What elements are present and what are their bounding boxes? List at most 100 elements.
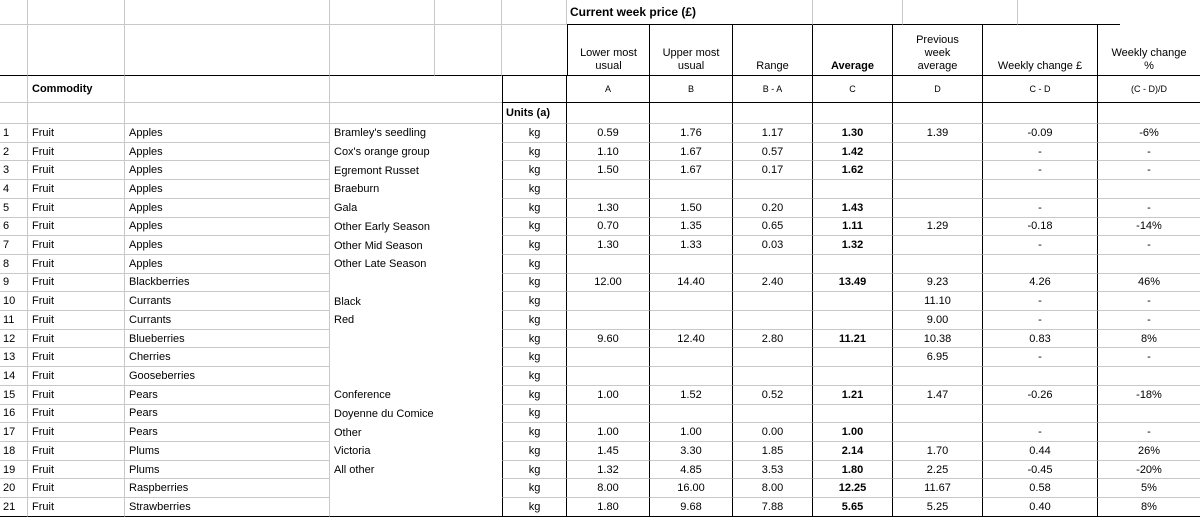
cell-variety[interactable] [330,274,502,293]
row-number[interactable]: 6 [0,217,28,237]
cell-commodity-type[interactable]: Currants [125,292,330,312]
cell-commodity-type[interactable]: Apples [125,180,330,199]
cell-weekly-change-pct[interactable]: 26% [1098,442,1200,461]
cell-weekly-change-pct[interactable]: - [1098,311,1200,330]
cell-weekly-change-pct[interactable]: - [1098,161,1200,181]
row-number[interactable]: 19 [0,460,28,480]
cell-previous-week-average[interactable] [893,161,983,181]
cell-weekly-change-pct[interactable]: 46% [1098,274,1200,293]
cell-weekly-change-pct[interactable]: -18% [1098,386,1200,405]
cell-category[interactable]: Fruit [28,161,125,181]
cell-upper-most-usual[interactable]: 1.52 [650,385,733,405]
cell-previous-week-average[interactable]: 6.95 [893,348,983,368]
cell-average[interactable]: 1.62 [813,161,893,181]
cell-category[interactable]: Fruit [28,423,125,442]
cell-average[interactable]: 1.30 [813,124,893,143]
cell-commodity-type[interactable]: Apples [125,198,330,218]
cell-weekly-change-gbp[interactable] [983,180,1098,199]
row-number[interactable]: 17 [0,423,28,442]
cell-weekly-change-gbp[interactable] [983,254,1098,274]
letter-c-minus-d-over-d[interactable]: (C - D)/D [1098,76,1200,103]
cell-range[interactable]: 2.80 [733,329,813,349]
cell-range[interactable]: 0.00 [733,423,813,442]
cell-weekly-change-gbp[interactable]: -0.09 [983,124,1098,143]
cell-upper-most-usual[interactable]: 9.68 [650,498,733,517]
cell-lower-most-usual[interactable]: 1.10 [567,142,650,162]
cell-lower-most-usual[interactable]: 1.45 [567,441,650,461]
cell-category[interactable]: Fruit [28,311,125,330]
cell-previous-week-average[interactable]: 9.23 [893,273,983,293]
row-number[interactable]: 8 [0,254,28,274]
cell-category[interactable]: Fruit [28,254,125,274]
cell-commodity-type[interactable]: Plums [125,460,330,480]
cell-average[interactable] [813,292,893,312]
cell-upper-most-usual[interactable]: 1.67 [650,142,733,162]
row-number[interactable]: 10 [0,292,28,312]
cell-category[interactable]: Fruit [28,385,125,405]
cell-units[interactable]: kg [502,254,567,274]
row-number[interactable]: 9 [0,273,28,293]
cell-weekly-change-gbp[interactable]: 0.83 [983,329,1098,349]
cell-units[interactable]: kg [502,329,567,349]
cell-category[interactable]: Fruit [28,348,125,368]
row-number[interactable]: 20 [0,479,28,499]
row-number[interactable]: 16 [0,404,28,424]
cell-previous-week-average[interactable]: 1.39 [893,124,983,143]
cell-variety[interactable]: Red [334,314,355,327]
cell-previous-week-average[interactable]: 2.25 [893,460,983,480]
cell-upper-most-usual[interactable] [650,292,733,312]
cell-range[interactable] [733,180,813,199]
cell-variety[interactable] [330,348,502,367]
cell-average[interactable]: 1.32 [813,236,893,255]
cell-average[interactable] [813,180,893,199]
cell-lower-most-usual[interactable]: 0.70 [567,217,650,237]
cell-upper-most-usual[interactable]: 1.00 [650,423,733,442]
cell-range[interactable]: 7.88 [733,498,813,517]
header-previous-week-average[interactable]: Previous week average [893,25,983,76]
cell-weekly-change-pct[interactable]: - [1098,143,1200,162]
cell-average[interactable] [813,348,893,368]
cell-previous-week-average[interactable] [893,236,983,255]
cell-commodity-type[interactable]: Strawberries [125,498,330,517]
cell-units[interactable]: kg [502,180,567,199]
cell-category[interactable]: Fruit [28,367,125,386]
cell-weekly-change-pct[interactable]: 8% [1098,498,1200,517]
cell-previous-week-average[interactable] [893,254,983,274]
cell-units[interactable]: kg [502,236,567,255]
cell-upper-most-usual[interactable]: 16.00 [650,479,733,499]
cell-weekly-change-pct[interactable]: -20% [1098,461,1200,480]
cell-variety[interactable]: Other Late Season [334,258,427,271]
cell-commodity-type[interactable]: Apples [125,142,330,162]
cell-average[interactable]: 1.11 [813,217,893,237]
cell-previous-week-average[interactable]: 1.47 [893,385,983,405]
cell-units[interactable]: kg [502,367,567,386]
cell-units[interactable]: kg [502,273,567,293]
letter-c-minus-d[interactable]: C - D [983,76,1098,103]
row-number[interactable]: 4 [0,180,28,199]
cell-lower-most-usual[interactable]: 1.80 [567,498,650,517]
cell-category[interactable]: Fruit [28,142,125,162]
cell-range[interactable]: 0.65 [733,217,813,237]
cell-range[interactable]: 8.00 [733,479,813,499]
row-number[interactable]: 13 [0,348,28,368]
cell-previous-week-average[interactable]: 11.10 [893,292,983,312]
cell-units[interactable]: kg [502,441,567,461]
header-weekly-change-gbp[interactable]: Weekly change £ [983,25,1098,76]
row-number[interactable]: 21 [0,498,28,517]
cell-upper-most-usual[interactable]: 1.33 [650,236,733,255]
cell-lower-most-usual[interactable] [567,348,650,368]
row-number[interactable]: 14 [0,367,28,386]
row-number[interactable]: 1 [0,124,28,143]
cell-lower-most-usual[interactable]: 1.00 [567,385,650,405]
cell-units[interactable]: kg [502,498,567,517]
cell-weekly-change-gbp[interactable]: 4.26 [983,273,1098,293]
cell-lower-most-usual[interactable]: 1.00 [567,423,650,442]
cell-upper-most-usual[interactable]: 12.40 [650,329,733,349]
cell-lower-most-usual[interactable]: 8.00 [567,479,650,499]
cell-units[interactable]: kg [502,198,567,218]
cell-weekly-change-gbp[interactable]: - [983,198,1098,218]
cell-variety[interactable]: Conference [334,389,391,402]
cell-weekly-change-pct[interactable]: - [1098,423,1200,442]
cell-average[interactable]: 13.49 [813,273,893,293]
cell-commodity-type[interactable]: Apples [125,161,330,181]
